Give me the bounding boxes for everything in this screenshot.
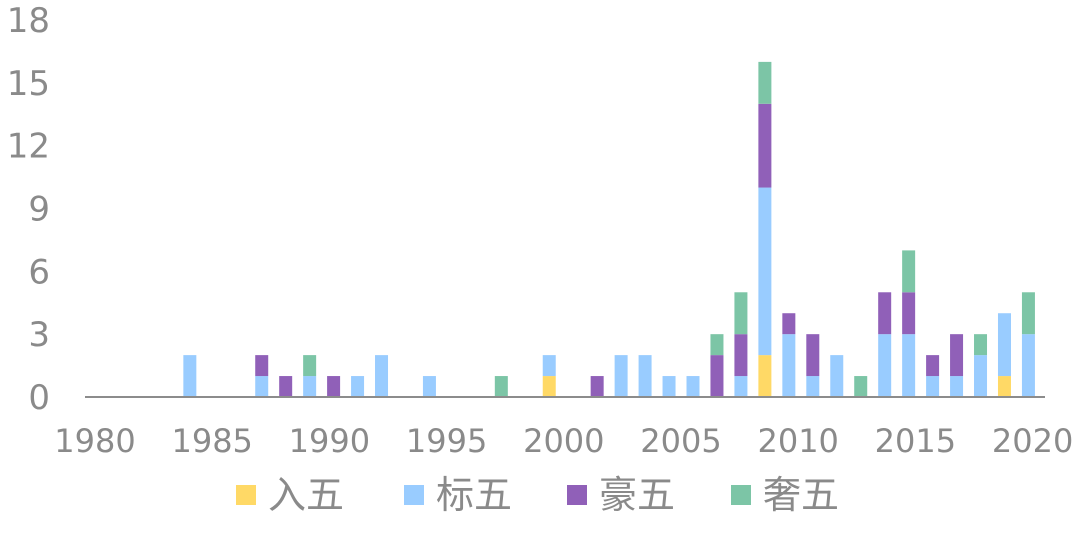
y-tick-label: 15 — [7, 64, 50, 104]
bar-2001-series-2 — [590, 376, 604, 397]
bar-1992-series-1 — [375, 355, 389, 397]
bar-2010-series-2 — [806, 334, 820, 377]
bar-2004-series-1 — [662, 376, 676, 397]
bar-2017-series-1 — [974, 355, 988, 397]
legend-swatch — [236, 485, 256, 505]
bar-1987-series-2 — [255, 355, 269, 377]
legend: 入五 标五 豪五 奢五 — [236, 473, 839, 517]
legend-swatch — [567, 485, 587, 505]
y-tick-label: 18 — [7, 1, 50, 41]
bar-2007-series-1 — [734, 376, 748, 397]
x-tick-label: 2015 — [875, 422, 956, 460]
bar-2010-series-1 — [806, 376, 820, 397]
legend-label: 奢五 — [763, 473, 839, 517]
bar-2013-series-1 — [878, 334, 892, 397]
bar-2014-series-3 — [902, 250, 916, 293]
bar-2013-series-2 — [878, 292, 892, 335]
bar-2016-series-1 — [950, 376, 964, 397]
bar-2011-series-1 — [830, 355, 844, 397]
bars — [183, 61, 1035, 397]
bar-2006-series-2 — [710, 355, 724, 397]
legend-label: 豪五 — [599, 473, 675, 517]
bar-2018-series-1 — [997, 313, 1011, 377]
bar-1999-series-0 — [542, 376, 556, 397]
y-tick-label: 12 — [7, 127, 50, 167]
bar-2012-series-3 — [854, 376, 868, 397]
legend-swatch — [404, 485, 424, 505]
bar-2008-series-2 — [758, 103, 772, 188]
x-tick-label: 2005 — [640, 422, 721, 460]
bar-2008-series-1 — [758, 187, 772, 356]
bar-2015-series-2 — [926, 355, 940, 377]
x-tick-label: 2020 — [992, 422, 1073, 460]
bar-1987-series-1 — [255, 376, 269, 397]
bar-2018-series-0 — [997, 376, 1011, 397]
bar-1988-series-2 — [279, 376, 293, 397]
bar-2017-series-3 — [974, 334, 988, 356]
y-axis-ticks: 0 3 6 9 12 15 18 — [7, 1, 50, 418]
bar-2009-series-2 — [782, 313, 796, 335]
legend-swatch — [731, 485, 751, 505]
bar-2019-series-3 — [1021, 292, 1035, 335]
x-tick-label: 1995 — [406, 422, 487, 460]
bar-2015-series-1 — [926, 376, 940, 397]
legend-label: 入五 — [268, 473, 344, 517]
bar-2014-series-1 — [902, 334, 916, 397]
bar-2006-series-3 — [710, 334, 724, 356]
bar-2014-series-2 — [902, 292, 916, 335]
bar-2003-series-1 — [638, 355, 652, 397]
bar-1991-series-1 — [351, 376, 365, 397]
bar-2008-series-0 — [758, 355, 772, 397]
bar-1994-series-1 — [422, 376, 436, 397]
legend-label: 标五 — [436, 473, 512, 517]
bar-2005-series-1 — [686, 376, 700, 397]
bar-1990-series-2 — [327, 376, 341, 397]
bar-1989-series-3 — [303, 355, 317, 377]
bar-2016-series-2 — [950, 334, 964, 377]
bar-1989-series-1 — [303, 376, 317, 397]
y-tick-label: 0 — [28, 378, 50, 418]
x-tick-label: 1980 — [54, 422, 135, 460]
y-tick-label: 9 — [28, 190, 50, 230]
x-tick-label: 1985 — [171, 422, 252, 460]
bar-2019-series-1 — [1021, 334, 1035, 397]
bar-1997-series-3 — [494, 376, 508, 397]
bar-2002-series-1 — [614, 355, 628, 397]
y-tick-label: 6 — [28, 252, 50, 292]
x-tick-label: 1990 — [289, 422, 370, 460]
x-tick-label: 2000 — [523, 422, 604, 460]
x-axis-ticks: 1980 1985 1990 1995 2000 2005 2010 2015 2020 — [54, 422, 1073, 460]
bar-1999-series-1 — [542, 355, 556, 377]
bar-2007-series-3 — [734, 292, 748, 335]
bar-1984-series-1 — [183, 355, 197, 397]
bar-2007-series-2 — [734, 334, 748, 377]
bar-2009-series-1 — [782, 334, 796, 397]
bar-2008-series-3 — [758, 61, 772, 104]
y-tick-label: 3 — [28, 315, 50, 355]
x-tick-label: 2010 — [757, 422, 838, 460]
